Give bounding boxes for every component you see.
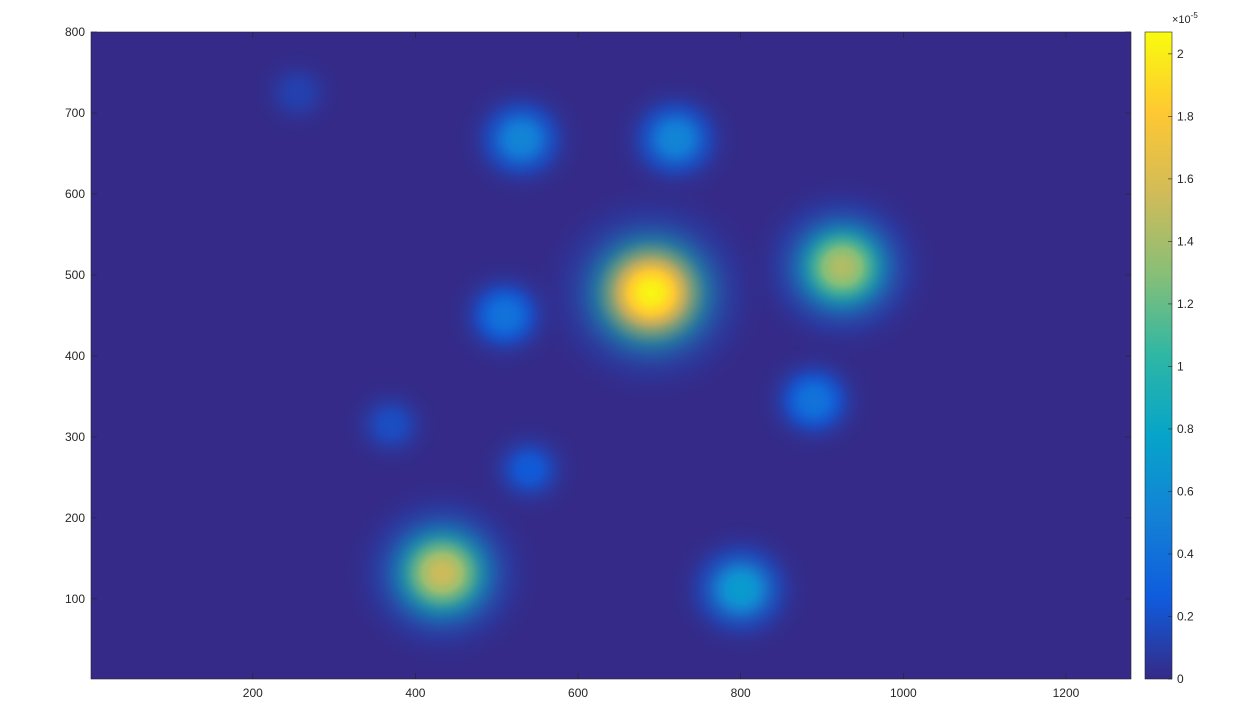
- colorbar-ticks: 0 0.2 0.4 0.6 0.8 1 1.2 1.4 1.6 1.8 2: [1168, 47, 1194, 686]
- colorbar-tick-label: 1.6: [1177, 172, 1194, 186]
- x-tick-label: 800: [731, 686, 751, 700]
- x-axis: 200 400 600 800 1000 1200: [243, 32, 1080, 700]
- density-peak: [450, 72, 592, 206]
- y-tick-label: 800: [65, 25, 85, 39]
- x-tick-label: 400: [405, 686, 425, 700]
- density-peak: [746, 176, 938, 358]
- colorbar-tick-label: 0.4: [1177, 547, 1194, 561]
- plot-frame: [90, 31, 1132, 680]
- colorbar-tick-label: 0.2: [1177, 609, 1194, 623]
- colorbar-tick-label: 2: [1177, 47, 1184, 61]
- colorbar-exponent-power: -5: [1191, 11, 1199, 20]
- colorbar-tick-label: 1.2: [1177, 297, 1194, 311]
- x-tick-label: 1200: [1053, 686, 1080, 700]
- density-peak: [343, 479, 541, 667]
- y-tick-label: 400: [65, 349, 85, 363]
- x-tick-label: 1000: [890, 686, 917, 700]
- colorbar-exponent: ×10-5: [1172, 11, 1198, 26]
- density-surface: [239, 37, 938, 667]
- colorbar: 0 0.2 0.4 0.6 0.8 1 1.2 1.4 1.6 1.8 2 ×10-5: [1144, 11, 1198, 686]
- density-peak: [665, 517, 816, 661]
- colorbar-tick-label: 0: [1177, 672, 1184, 686]
- density-peak: [467, 410, 592, 529]
- colorbar-tick-label: 0.6: [1177, 484, 1194, 498]
- colorbar-gradient: [1144, 31, 1173, 680]
- y-tick-label: 200: [65, 511, 85, 525]
- density-peak: [438, 251, 572, 379]
- colorbar-tick-label: 1.4: [1177, 234, 1194, 248]
- plot-area: [90, 31, 1132, 680]
- density-peak: [331, 367, 452, 482]
- colorbar-exponent-base: ×10: [1172, 14, 1191, 26]
- colorbar-tick-label: 1.8: [1177, 109, 1194, 123]
- density-peak: [747, 337, 881, 464]
- density-peak: [605, 72, 747, 206]
- y-tick-label: 600: [65, 187, 85, 201]
- y-tick-label: 500: [65, 268, 85, 282]
- density-peak: [239, 37, 356, 149]
- colorbar-tick-label: 1: [1177, 359, 1184, 373]
- colorbar-tick-label: 0.8: [1177, 422, 1194, 436]
- y-tick-label: 100: [65, 592, 85, 606]
- x-tick-label: 600: [568, 686, 588, 700]
- y-tick-label: 300: [65, 430, 85, 444]
- density-peak: [538, 185, 764, 400]
- x-tick-label: 200: [243, 686, 263, 700]
- y-tick-label: 700: [65, 106, 85, 120]
- y-axis: 100 200 300 400 500 600 700 800: [65, 25, 1131, 606]
